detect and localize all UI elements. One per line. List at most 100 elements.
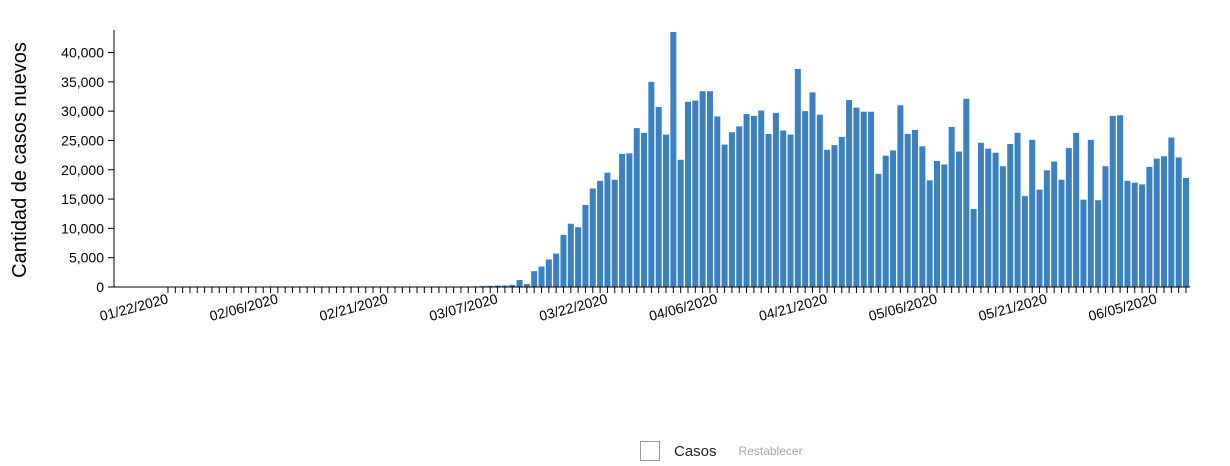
bar: [655, 107, 662, 287]
bar: [1109, 115, 1116, 287]
bar: [648, 81, 655, 287]
bar: [567, 223, 574, 287]
bar: [897, 105, 904, 287]
x-tick-label: 01/22/2020: [98, 290, 170, 324]
bar: [955, 151, 962, 287]
legend-checkbox[interactable]: [640, 441, 660, 461]
bar: [1065, 148, 1072, 287]
y-tick-label: 25,000: [61, 132, 104, 148]
bar: [538, 266, 545, 287]
bar: [1007, 143, 1014, 287]
bar: [553, 253, 560, 287]
bar: [1080, 199, 1087, 287]
y-tick-label: 40,000: [61, 45, 104, 61]
bar: [1073, 132, 1080, 287]
y-tick-label: 30,000: [61, 103, 104, 119]
bar: [890, 150, 897, 287]
x-axis: 01/22/2020 02/06/2020 02/21/2020 03/07/2020…: [98, 286, 1190, 324]
bar: [1095, 200, 1102, 287]
y-tick-label: 20,000: [61, 162, 104, 178]
bars-group: [472, 32, 1190, 288]
bar: [853, 107, 860, 288]
bar: [926, 180, 933, 287]
bar: [523, 284, 530, 287]
reset-link[interactable]: Restablecer: [738, 444, 803, 458]
bar: [816, 114, 823, 287]
x-tick-label: 02/21/2020: [318, 290, 390, 324]
bar: [641, 132, 648, 287]
bar: [1036, 189, 1043, 287]
x-tick-label: 03/22/2020: [537, 290, 609, 324]
bar: [516, 279, 523, 287]
bar: [838, 136, 845, 287]
bar: [501, 285, 508, 287]
bar: [670, 32, 677, 287]
x-tick-label: 04/21/2020: [757, 290, 829, 324]
bar: [1043, 170, 1050, 287]
bar: [545, 259, 552, 287]
bar: [970, 209, 977, 287]
bar: [992, 152, 999, 287]
bar: [1183, 177, 1190, 287]
bar: [1051, 161, 1058, 287]
bar: [985, 148, 992, 287]
bar: [824, 149, 831, 287]
bar: [1102, 166, 1109, 287]
bar: [692, 100, 699, 287]
bar: [846, 100, 853, 287]
bar: [487, 285, 494, 287]
y-tick-label: 5,000: [69, 250, 104, 266]
bar: [1117, 115, 1124, 288]
bar: [794, 68, 801, 288]
bar: [1131, 182, 1138, 287]
x-tick-label: 03/07/2020: [428, 290, 500, 324]
bar: [919, 146, 926, 287]
bar: [714, 116, 721, 287]
x-tick-label: 05/21/2020: [977, 290, 1049, 324]
bar: [736, 126, 743, 287]
bar: [619, 153, 626, 287]
bar: [589, 188, 596, 287]
y-tick-label: 35,000: [61, 74, 104, 90]
legend-label: Casos: [674, 442, 717, 460]
y-tick-label: 15,000: [61, 191, 104, 207]
bar: [582, 204, 589, 287]
bar: [750, 115, 757, 287]
x-tick-label: 06/05/2020: [1087, 290, 1159, 324]
bar: [933, 160, 940, 287]
x-tick-label: 04/06/2020: [647, 290, 719, 324]
y-axis: 0 5,000 10,000 15,000 20,000 25,000 30,000 35,0…: [61, 30, 115, 295]
bar: [1014, 132, 1021, 287]
bar-chart: 01/22/2020 02/06/2020 02/21/2020 03/07/2020…: [9, 30, 1190, 324]
x-tick-label: 05/06/2020: [867, 290, 939, 324]
bar: [1146, 166, 1153, 287]
bar: [882, 155, 889, 287]
bar: [699, 91, 706, 288]
bar: [999, 166, 1006, 287]
y-axis-label: Cantidad de casos nuevos: [9, 42, 31, 278]
bar: [611, 179, 618, 287]
bar: [912, 129, 919, 287]
bar: [494, 285, 501, 287]
bar: [977, 142, 984, 287]
bar: [875, 173, 882, 287]
bar: [560, 234, 567, 287]
bar: [1058, 179, 1065, 287]
bar: [684, 101, 691, 287]
bar: [1161, 156, 1168, 287]
bar: [1175, 157, 1182, 287]
y-tick-label: 0: [96, 279, 104, 295]
bar: [772, 112, 779, 288]
y-tick-label: 10,000: [61, 220, 104, 236]
bar: [1124, 180, 1131, 287]
bar: [963, 98, 970, 287]
bar: [1021, 196, 1028, 287]
bar: [904, 134, 911, 287]
bar: [831, 145, 838, 287]
bar: [633, 128, 640, 287]
bar: [802, 111, 809, 287]
bar: [604, 172, 611, 287]
bar: [626, 153, 633, 287]
bar: [575, 227, 582, 287]
legend: Casos Restablecer: [640, 440, 803, 462]
